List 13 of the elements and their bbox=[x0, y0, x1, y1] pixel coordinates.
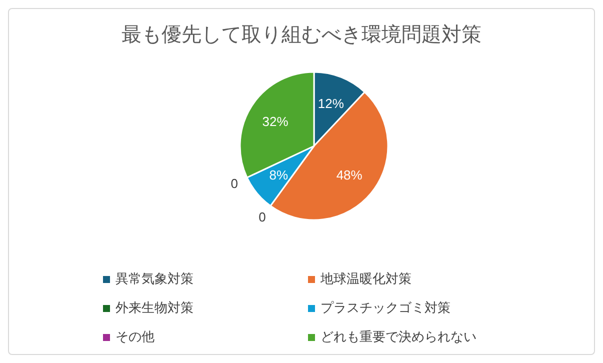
legend-label: 地球温暖化対策 bbox=[320, 270, 412, 288]
data-label: 48% bbox=[336, 168, 363, 183]
data-label: 12% bbox=[318, 96, 344, 111]
legend-label: その他 bbox=[116, 328, 154, 346]
text: 0 bbox=[258, 210, 266, 225]
chart-title: 最も優先して取り組むべき環境問題対策 bbox=[120, 23, 482, 48]
legend-label: どれも重要で決められない bbox=[320, 328, 476, 346]
legend-label: 外来生物対策 bbox=[116, 299, 194, 317]
text: 0 bbox=[230, 176, 238, 191]
legend-label: 異常気象対策 bbox=[116, 270, 194, 288]
legend-label: プラスチックゴミ対策 bbox=[320, 299, 450, 317]
data-label: 32% bbox=[262, 114, 289, 129]
data-label: 8% bbox=[269, 168, 288, 183]
